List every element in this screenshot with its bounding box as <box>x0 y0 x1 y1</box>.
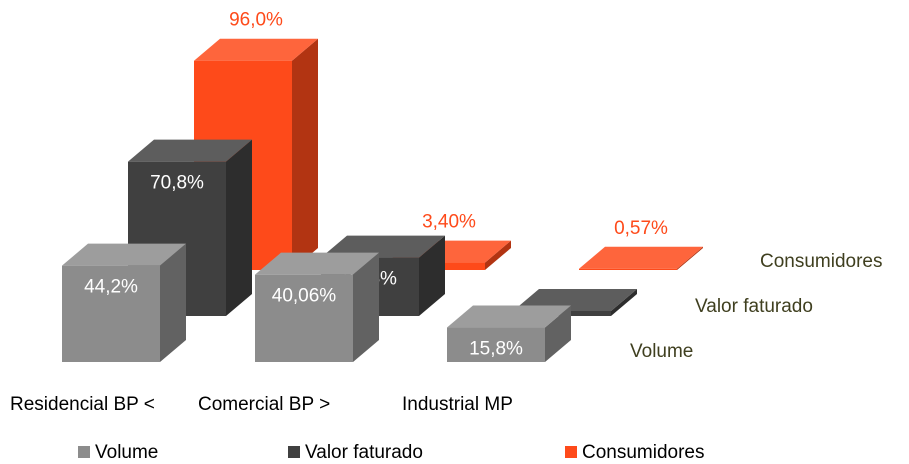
bar-side <box>419 235 445 316</box>
data-label: 40,06% <box>272 286 337 307</box>
legend-swatch <box>565 446 577 458</box>
bar-top <box>62 243 186 266</box>
data-label: 96,0% <box>229 10 283 31</box>
bar <box>62 265 160 362</box>
bar-top <box>255 252 379 275</box>
bar-side <box>226 139 252 316</box>
category-label: Industrial MP <box>402 394 513 415</box>
bar-side <box>353 252 379 362</box>
data-label: 44,2% <box>84 277 138 298</box>
legend-label: Volume <box>95 442 158 463</box>
bar-side <box>160 243 186 362</box>
legend-swatch <box>78 446 90 458</box>
bar-top <box>579 246 703 269</box>
bar <box>579 268 677 270</box>
bar <box>447 327 545 362</box>
depth-label: Valor faturado <box>695 296 813 317</box>
legend-label: Valor faturado <box>305 442 423 463</box>
depth-label: Consumidores <box>760 251 883 272</box>
bar-side <box>611 288 637 316</box>
legend-swatch <box>288 446 300 458</box>
bar-side <box>677 246 703 270</box>
bar-top <box>321 235 445 258</box>
bar-top <box>128 139 252 162</box>
category-label: Comercial BP > <box>198 394 331 415</box>
category-label: Residencial BP < <box>10 394 155 415</box>
data-label: 0,57% <box>614 218 668 239</box>
bar-side <box>292 38 318 270</box>
data-label: 15,8% <box>469 339 523 360</box>
bar <box>255 274 353 362</box>
bar-top <box>194 38 318 61</box>
bar-side <box>545 305 571 362</box>
depth-label: Volume <box>630 341 693 362</box>
bar-top <box>447 305 571 328</box>
legend-label: Consumidores <box>582 442 705 463</box>
bar-top <box>513 288 637 311</box>
data-label: 3,40% <box>422 212 476 233</box>
bar-side <box>485 240 511 270</box>
data-label: 70,8% <box>150 173 204 194</box>
